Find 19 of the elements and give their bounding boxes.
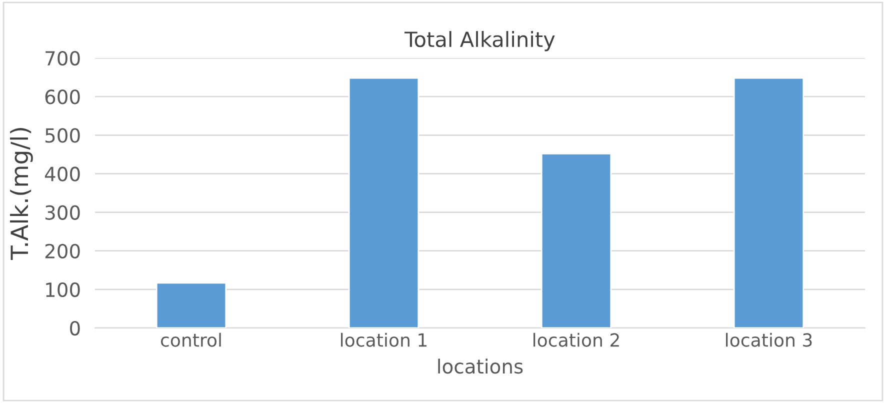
y-tick-label: 500	[45, 128, 80, 143]
y-axis-title: T.Alk.(mg/l)	[10, 128, 33, 260]
y-tick-label: 200	[45, 244, 80, 259]
y-tick-label: 300	[45, 205, 80, 220]
bar	[733, 77, 804, 328]
y-tick-label: 700	[46, 50, 80, 66]
x-axis-title: locations	[438, 358, 523, 374]
y-tick-label: 600	[45, 90, 80, 104]
x-tick-label: control	[160, 332, 221, 347]
x-tick-label: location 2	[534, 332, 619, 347]
chart-title: Total Alkalinity	[404, 31, 555, 52]
bar	[348, 77, 420, 328]
bar	[540, 152, 612, 328]
y-tick-label: 100	[46, 282, 80, 298]
y-tick-label: 400	[44, 166, 80, 182]
x-tick-label: location 3	[726, 332, 812, 347]
y-tick-label: 0	[70, 320, 80, 336]
bar	[156, 282, 227, 328]
x-tick-label: location 1	[341, 332, 427, 347]
